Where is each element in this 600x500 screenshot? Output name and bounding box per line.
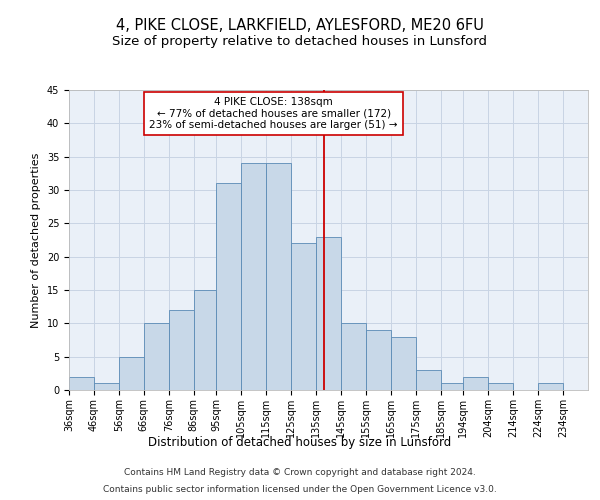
Bar [94, 384, 119, 390]
Bar [416, 370, 441, 390]
Bar [169, 310, 194, 390]
Bar [266, 164, 291, 390]
Bar [291, 244, 316, 390]
Bar [69, 376, 94, 390]
Text: 4 PIKE CLOSE: 138sqm
← 77% of detached houses are smaller (172)
23% of semi-deta: 4 PIKE CLOSE: 138sqm ← 77% of detached h… [149, 96, 398, 130]
Text: Size of property relative to detached houses in Lunsford: Size of property relative to detached ho… [113, 35, 487, 48]
Bar [366, 330, 391, 390]
Bar [538, 384, 563, 390]
Bar [391, 336, 416, 390]
Bar [119, 356, 144, 390]
Bar [194, 290, 216, 390]
Y-axis label: Number of detached properties: Number of detached properties [31, 152, 41, 328]
Bar [341, 324, 366, 390]
Bar [316, 236, 341, 390]
Text: Contains HM Land Registry data © Crown copyright and database right 2024.: Contains HM Land Registry data © Crown c… [124, 468, 476, 477]
Text: 4, PIKE CLOSE, LARKFIELD, AYLESFORD, ME20 6FU: 4, PIKE CLOSE, LARKFIELD, AYLESFORD, ME2… [116, 18, 484, 32]
Bar [216, 184, 241, 390]
Bar [463, 376, 488, 390]
Text: Contains public sector information licensed under the Open Government Licence v3: Contains public sector information licen… [103, 484, 497, 494]
Bar [441, 384, 463, 390]
Text: Distribution of detached houses by size in Lunsford: Distribution of detached houses by size … [148, 436, 452, 449]
Bar [488, 384, 513, 390]
Bar [241, 164, 266, 390]
Bar [144, 324, 169, 390]
